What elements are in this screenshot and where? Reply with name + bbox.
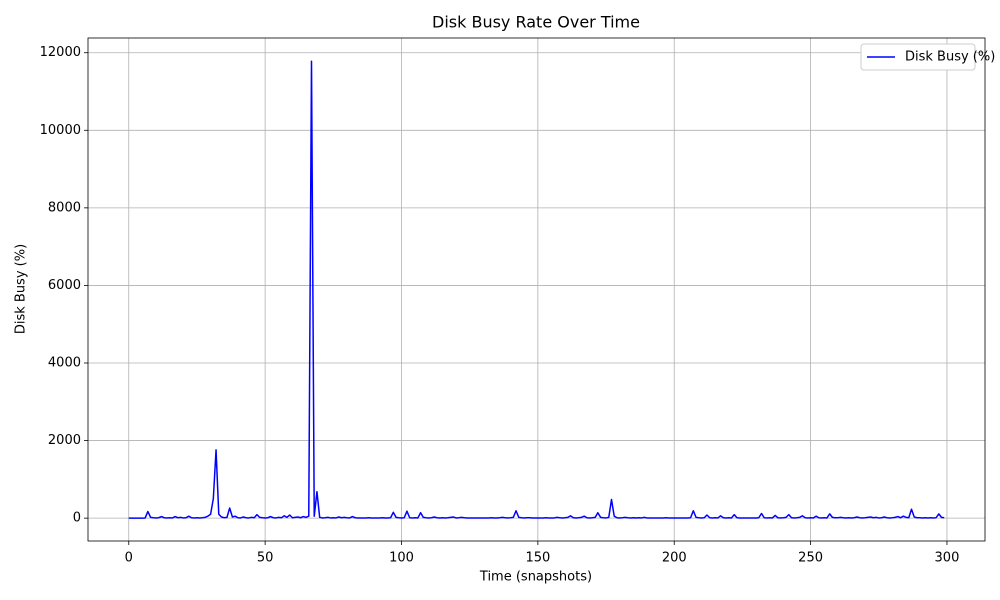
x-tick-label: 100 <box>389 551 414 566</box>
x-axis-label: Time (snapshots) <box>479 570 592 585</box>
x-tick-label: 250 <box>798 551 823 566</box>
data-line <box>128 60 945 519</box>
legend: Disk Busy (%) <box>860 43 995 71</box>
y-tick-label: 6000 <box>48 278 81 293</box>
x-tick-label: 200 <box>662 551 687 566</box>
legend-box <box>860 43 976 71</box>
plot-frame <box>87 37 986 542</box>
x-tick-label: 150 <box>525 551 550 566</box>
y-tick-label: 12000 <box>40 45 81 60</box>
x-tick-label: 50 <box>257 551 274 566</box>
chart-title: Disk Busy Rate Over Time <box>432 13 640 32</box>
y-tick-label: 8000 <box>48 200 81 215</box>
y-tick-label: 0 <box>73 511 81 526</box>
y-tick-label: 10000 <box>40 123 81 138</box>
x-tick-label: 0 <box>125 551 133 566</box>
x-tick-label: 300 <box>935 551 960 566</box>
y-tick-label: 2000 <box>48 433 81 448</box>
y-tick-label: 4000 <box>48 355 81 370</box>
legend-label: Disk Busy (%) <box>905 50 995 65</box>
y-axis-label: Disk Busy (%) <box>14 244 29 334</box>
